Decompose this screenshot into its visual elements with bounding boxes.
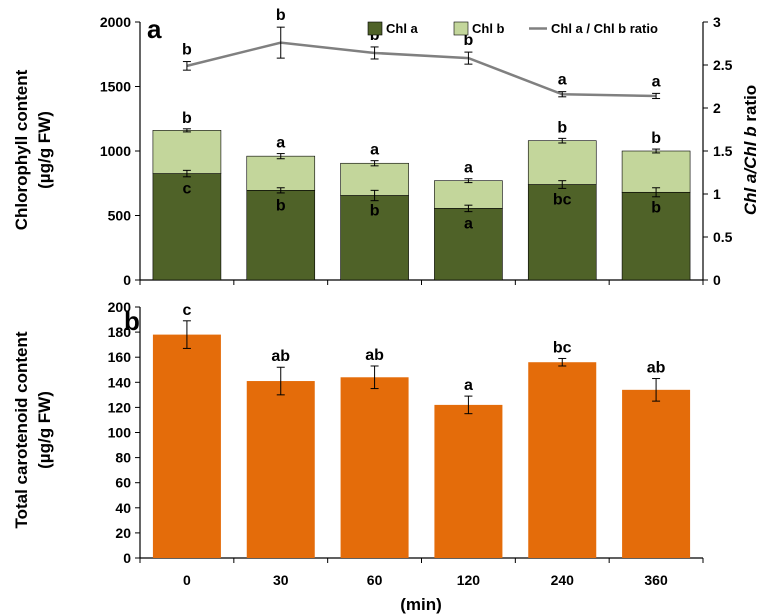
chl-a-significance-label: b <box>370 203 380 220</box>
panel-b-ytick-label: 20 <box>115 525 131 541</box>
chl-b-bar <box>527 140 597 185</box>
chl-b-bar <box>340 162 409 196</box>
panel-a-y2tick-label: 0 <box>713 272 721 288</box>
panel-a-y2tick-label: 3 <box>713 14 721 30</box>
carotenoid-significance-label: bc <box>553 339 572 356</box>
panel-a-ytick-label: 500 <box>108 208 132 224</box>
x-category-label: 0 <box>183 572 191 588</box>
carotenoid-significance-label: ab <box>365 347 384 364</box>
carotenoid-bar <box>152 334 221 558</box>
panel-b-ytick-label: 140 <box>108 374 132 390</box>
panel-a-chart: 0 500 1000 1500 2000 0 0.5 1 1.5 2 2.5 3 c b b a b a a a bc b… <box>100 7 733 288</box>
panel-b-ytick-label: 120 <box>108 399 132 415</box>
x-category-label: 240 <box>551 572 575 588</box>
panel-b-chart: 0 20 40 60 80 100 120 140 160 180 200 c 0 ab 30 ab 60 a 12… <box>108 299 704 588</box>
chl-a-bar <box>621 191 691 281</box>
x-category-label: 120 <box>457 572 481 588</box>
ratio-significance-label: b <box>464 32 474 49</box>
ratio-significance-label: b <box>370 27 380 44</box>
panel-b-ylabel-line1: Total carotenoid content <box>12 331 31 528</box>
chl-b-bar <box>246 155 316 191</box>
panel-b-ytick-label: 80 <box>115 450 131 466</box>
panel-b-label: b <box>124 306 140 336</box>
chl-b-significance-label: a <box>370 142 379 159</box>
ratio-significance-label: a <box>652 73 661 90</box>
carotenoid-bar <box>528 362 597 558</box>
carotenoid-bar <box>434 404 503 558</box>
chl-a-significance-label: bc <box>553 192 572 209</box>
legend-chl-b-swatch <box>453 21 469 36</box>
legend-ratio-label: Chl a / Chl b ratio <box>551 21 658 36</box>
panel-a-ylabel-line1: Chlorophyll content <box>12 69 31 230</box>
ratio-significance-label: b <box>276 7 286 24</box>
carotenoid-significance-label: a <box>464 377 473 394</box>
chl-a-bar <box>527 184 597 281</box>
chl-a-significance-label: b <box>276 197 286 214</box>
legend-chl-b-label: Chl b <box>472 21 505 36</box>
panel-a-y2tick-label: 2 <box>713 100 721 116</box>
panel-b-ytick-label: 180 <box>108 324 132 340</box>
chl-b-significance-label: a <box>464 160 473 177</box>
chl-b-significance-label: b <box>182 110 192 127</box>
panel-a-label: a <box>147 14 162 44</box>
legend-chl-a-label: Chl a <box>386 21 419 36</box>
panel-b-ytick-label: 0 <box>123 550 131 566</box>
y2label-chl-b: Chl b <box>741 126 760 169</box>
panel-a-y2tick-label: 1.5 <box>713 143 733 159</box>
panel-b-ylabel-line2: (µg/g FW) <box>35 391 54 469</box>
panel-b-ytick-label: 40 <box>115 500 131 516</box>
chl-b-significance-label: b <box>557 119 567 136</box>
chl-a-bar <box>340 195 409 281</box>
panel-a-ylabel-line2: (µg/g FW) <box>35 111 54 189</box>
x-category-label: 60 <box>367 572 383 588</box>
chl-b-bar <box>152 130 222 174</box>
chl-b-significance-label: a <box>276 135 285 152</box>
y2label-ratio: ratio <box>741 85 760 127</box>
carotenoid-bar <box>246 381 315 558</box>
ratio-significance-label: b <box>182 42 192 59</box>
panel-a-ytick-label: 1500 <box>100 79 131 95</box>
carotenoid-bar <box>622 389 691 558</box>
chl-b-bar <box>621 150 691 193</box>
x-category-label: 360 <box>644 572 668 588</box>
panel-a-y2tick-label: 1 <box>713 186 721 202</box>
panel-a-y2tick-label: 0.5 <box>713 229 733 245</box>
panel-a-legend: Chl a Chl b Chl a / Chl b ratio <box>367 21 658 36</box>
panel-a-ytick-label: 0 <box>123 272 131 288</box>
panel-b-ytick-label: 60 <box>115 475 131 491</box>
carotenoid-significance-label: ab <box>271 348 290 365</box>
panel-a-y2tick-label: 2.5 <box>713 57 733 73</box>
panel-b-xlabel: (min) <box>400 595 442 614</box>
chl-a-significance-label: b <box>651 199 661 216</box>
panel-b-ytick-label: 200 <box>108 299 132 315</box>
legend-chl-a-swatch <box>367 21 383 36</box>
carotenoid-significance-label: c <box>182 302 191 319</box>
carotenoid-significance-label: ab <box>647 360 666 377</box>
panel-a-ytick-label: 2000 <box>100 14 131 30</box>
chl-a-bar <box>246 190 316 281</box>
panel-b-ytick-label: 160 <box>108 349 132 365</box>
panel-a-ytick-label: 1000 <box>100 143 131 159</box>
chl-b-significance-label: b <box>651 130 661 147</box>
chl-a-bar <box>152 173 222 281</box>
chl-a-significance-label: a <box>464 215 473 232</box>
chl-a-bar <box>434 208 503 281</box>
chl-b-bar <box>434 180 503 209</box>
chl-a-significance-label: c <box>182 181 191 198</box>
panel-a-y2label: Chl a/Chl b ratio <box>741 85 760 215</box>
y2label-chl-a: Chl a/ <box>741 167 760 216</box>
ratio-significance-label: a <box>558 72 567 89</box>
panel-b-ytick-label: 100 <box>108 425 132 441</box>
carotenoid-bar <box>340 377 409 558</box>
ratio-line <box>186 41 657 98</box>
x-category-label: 30 <box>273 572 289 588</box>
